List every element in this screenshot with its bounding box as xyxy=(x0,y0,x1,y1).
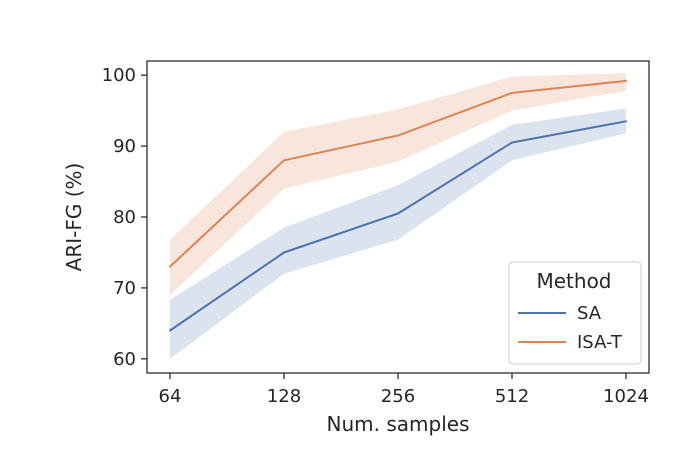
y-tick-label: 90 xyxy=(113,136,136,157)
legend-label-sa: SA xyxy=(577,303,602,324)
x-axis-ticks: 64 128 256 512 1024 xyxy=(159,373,649,407)
line-isa-t xyxy=(169,79,627,268)
confidence-bands xyxy=(170,73,626,359)
x-tick-label: 64 xyxy=(159,386,182,407)
legend-box xyxy=(508,261,642,365)
x-tick-label: 256 xyxy=(381,386,415,407)
x-tick-label: 128 xyxy=(267,386,301,407)
legend-title: Method xyxy=(536,269,611,293)
y-axis-label: ARI-FG (%) xyxy=(62,163,86,272)
x-tick-label: 512 xyxy=(495,386,529,407)
legend-label-isa-t: ISA-T xyxy=(577,332,623,353)
band-isa-t xyxy=(170,73,626,295)
y-tick-label: 70 xyxy=(113,278,136,299)
line-sa xyxy=(169,120,627,332)
y-tick-label: 100 xyxy=(102,65,136,86)
legend: Method SA ISA-T xyxy=(508,261,642,365)
y-axis-ticks: 60 70 80 90 100 xyxy=(102,65,147,370)
series-lines xyxy=(169,79,627,332)
y-tick-label: 60 xyxy=(113,349,136,370)
y-tick-label: 80 xyxy=(113,207,136,228)
x-tick-label: 1024 xyxy=(603,386,649,407)
x-axis-label: Num. samples xyxy=(327,412,470,436)
band-sa xyxy=(170,108,626,359)
